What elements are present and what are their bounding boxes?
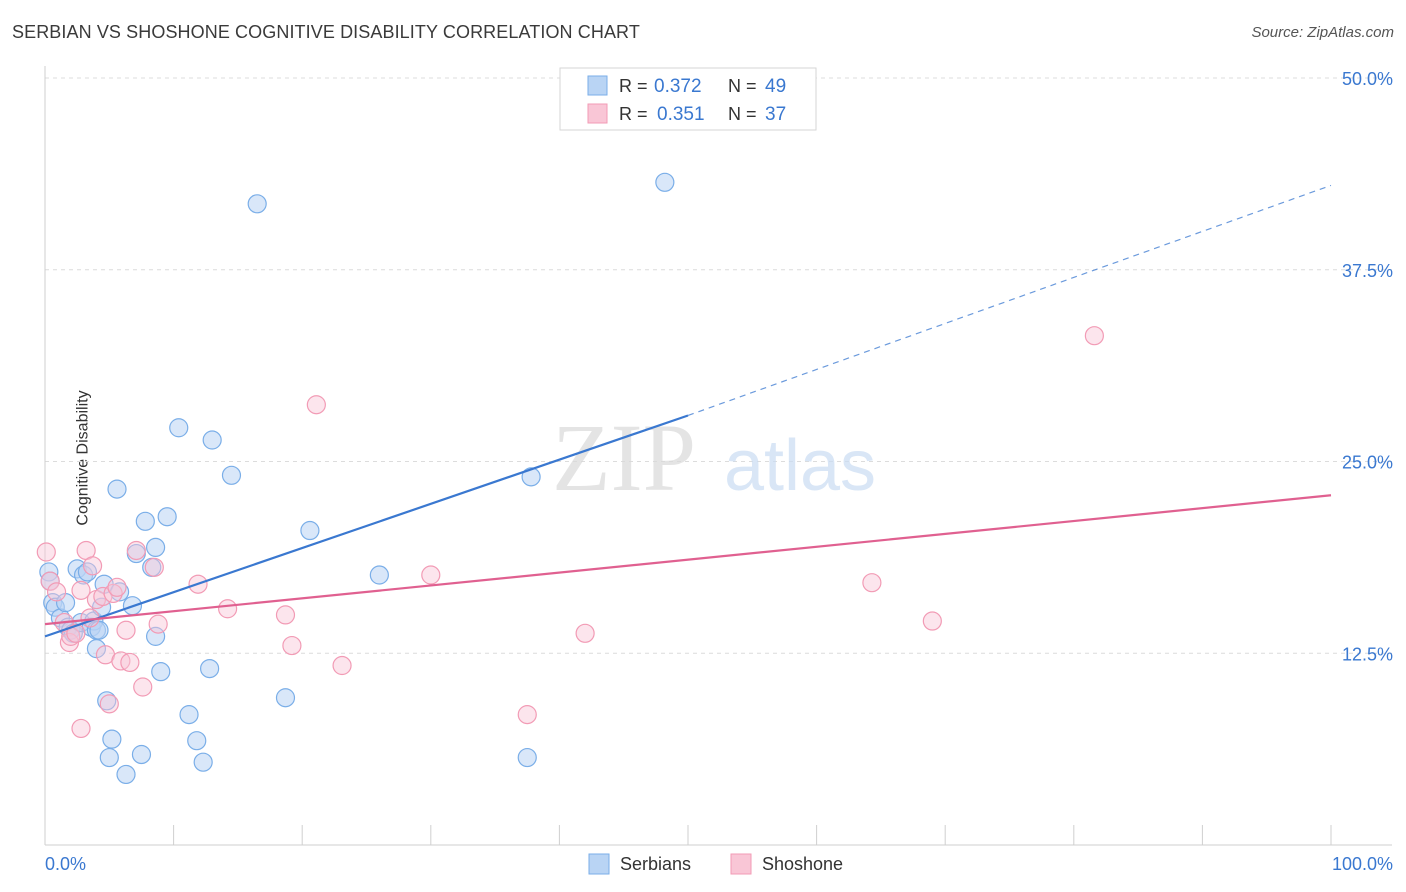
axes: [44, 66, 1392, 846]
legend-top: R = 0.372 N = 49 R = 0.351 N = 37: [559, 67, 817, 131]
legend-r-label-1: R =: [619, 76, 648, 96]
serbians-point-23: [107, 479, 127, 499]
y-tick-label-2: 37.5%: [1342, 261, 1393, 281]
serbians-point-45: [369, 565, 389, 585]
shoshone-point-19: [116, 620, 136, 640]
serbians-point-42: [247, 194, 267, 214]
shoshone-point-1: [40, 571, 60, 591]
shoshone-point-15: [99, 694, 119, 714]
serbians-points: [39, 172, 675, 785]
watermark: ZIP atlas: [552, 404, 876, 511]
serbians-point-48: [655, 172, 675, 192]
legend-n-value-1: 49: [765, 76, 786, 97]
shoshone-point-24: [148, 614, 168, 634]
shoshone-point-2: [46, 582, 67, 602]
x-tick-label-0: 0.0%: [45, 854, 86, 874]
serbians-point-32: [145, 626, 166, 646]
legend-n-value-2: 37: [765, 104, 786, 125]
y-tick-label-1: 25.0%: [1342, 453, 1393, 473]
serbians-point-20: [97, 691, 117, 711]
serbians-trend-extension: [687, 184, 1332, 417]
legend-r-value-1: 0.372: [654, 76, 702, 97]
serbians-point-33: [151, 662, 171, 682]
serbians-point-38: [193, 752, 213, 772]
shoshone-point-32: [517, 705, 537, 725]
tick-labels: 12.5% 25.0% 37.5% 50.0% 0.0% 100.0%: [45, 69, 1393, 874]
legend-bottom-serbians: Serbians: [620, 854, 691, 874]
shoshone-point-22: [133, 677, 153, 697]
shoshone-point-28: [282, 635, 302, 656]
serbians-trend-line: [44, 414, 689, 638]
shoshone-point-27: [275, 605, 296, 625]
shoshone-point-8: [71, 718, 91, 739]
serbians-point-39: [200, 658, 220, 679]
shoshone-point-29: [306, 395, 326, 415]
trend-lines: [44, 184, 1332, 638]
shoshone-point-34: [862, 573, 882, 593]
serbians-point-29: [135, 511, 155, 531]
serbians-point-44: [300, 520, 320, 541]
legend-bottom: Serbians Shoshone: [588, 853, 843, 875]
legend-n-label-2: N =: [728, 104, 757, 124]
shoshone-point-26: [218, 599, 238, 619]
legend-bottom-shoshone: Shoshone: [762, 854, 843, 874]
legend-r-value-2: 0.351: [657, 104, 705, 125]
shoshone-point-7: [71, 580, 91, 600]
legend-swatch-serbians: [587, 75, 608, 96]
shoshone-points: [36, 326, 1104, 739]
shoshone-point-30: [332, 655, 352, 676]
watermark-atlas: atlas: [724, 426, 876, 506]
legend-swatch-shoshone: [587, 103, 608, 124]
legend-n-label-1: N =: [728, 76, 757, 96]
shoshone-point-35: [922, 611, 942, 631]
serbians-point-31: [145, 537, 166, 558]
serbians-point-12: [77, 562, 98, 582]
legend-bottom-swatch-shoshone: [730, 853, 752, 875]
shoshone-point-36: [1084, 326, 1104, 346]
legend-bottom-swatch-serbians: [588, 853, 610, 875]
serbians-point-47: [521, 467, 541, 487]
grid-lines: [45, 77, 1392, 654]
serbians-point-21: [99, 747, 119, 768]
y-tick-label-3: 50.0%: [1342, 69, 1393, 89]
chart-title: SERBIAN VS SHOSHONE COGNITIVE DISABILITY…: [12, 22, 640, 42]
shoshone-point-6: [66, 623, 86, 643]
serbians-point-40: [202, 430, 222, 450]
shoshone-point-21: [126, 540, 146, 561]
serbians-point-25: [116, 764, 136, 785]
shoshone-point-0: [36, 542, 56, 562]
serbians-point-46: [517, 747, 537, 768]
shoshone-point-20: [120, 652, 140, 673]
shoshone-point-33: [575, 623, 595, 643]
y-tick-label-0: 12.5%: [1342, 644, 1393, 664]
serbians-point-28: [131, 744, 152, 765]
serbians-point-36: [179, 705, 199, 725]
shoshone-point-31: [421, 565, 441, 585]
serbians-point-41: [221, 465, 242, 485]
serbians-point-22: [102, 729, 122, 749]
serbians-point-37: [187, 731, 207, 751]
shoshone-point-23: [144, 557, 164, 577]
serbians-point-35: [169, 418, 189, 438]
shoshone-point-11: [82, 556, 103, 576]
shoshone-point-17: [107, 577, 127, 597]
serbians-point-43: [275, 688, 296, 708]
legend-r-label-2: R =: [619, 104, 648, 124]
x-tick-label-1: 100.0%: [1332, 854, 1393, 874]
source-label: Source: ZipAtlas.com: [1251, 24, 1394, 41]
serbians-point-34: [157, 507, 177, 527]
shoshone-trend-line: [44, 494, 1332, 626]
